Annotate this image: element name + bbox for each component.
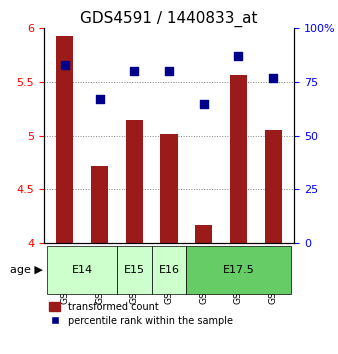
Text: E14: E14 (72, 265, 93, 275)
Text: age ▶: age ▶ (10, 265, 43, 275)
Text: E17.5: E17.5 (223, 265, 255, 275)
Point (62, 62, 68, 68)
Text: E16: E16 (159, 265, 179, 275)
Bar (160, 133, 178, 243)
FancyBboxPatch shape (186, 246, 291, 294)
Bar (56, 36, 73, 243)
Point (97, 96, 102, 102)
Bar (195, 225, 212, 243)
FancyBboxPatch shape (47, 246, 117, 294)
Point (201, 101, 207, 106)
Bar (126, 120, 143, 243)
Bar (265, 130, 282, 243)
Bar (91, 166, 108, 243)
Point (236, 53, 241, 59)
Point (270, 75, 276, 81)
Point (131, 68, 137, 74)
FancyBboxPatch shape (117, 246, 152, 294)
Text: E15: E15 (124, 265, 145, 275)
Legend: transformed count, percentile rank within the sample: transformed count, percentile rank withi… (49, 302, 233, 326)
Bar (230, 74, 247, 243)
Point (166, 68, 172, 74)
Title: GDS4591 / 1440833_at: GDS4591 / 1440833_at (80, 11, 258, 27)
FancyBboxPatch shape (152, 246, 186, 294)
